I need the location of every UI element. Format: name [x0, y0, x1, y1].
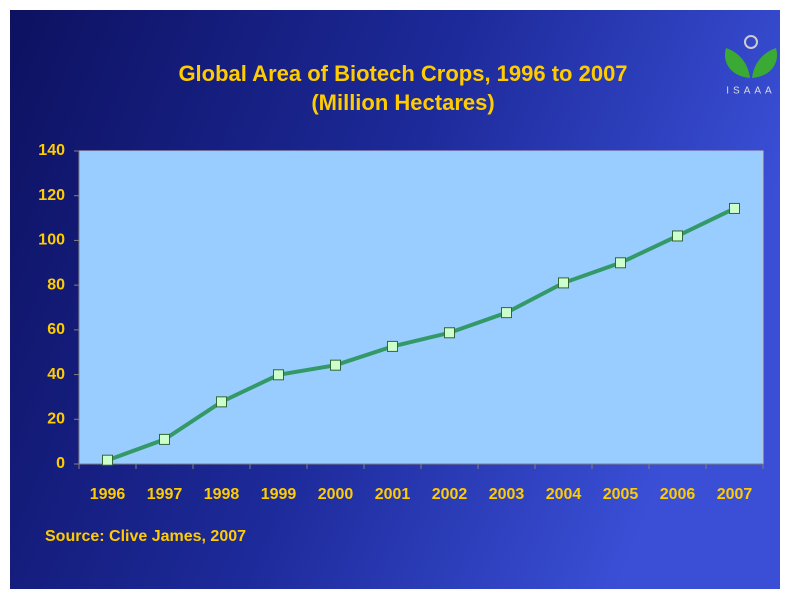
- x-tick-label: 1999: [261, 486, 297, 503]
- x-tick-label: 2004: [546, 486, 582, 503]
- chart-subtitle: (Million Hectares): [311, 90, 494, 115]
- y-tick-label: 100: [38, 232, 65, 249]
- x-tick-label: 1996: [90, 486, 126, 503]
- data-marker: [672, 230, 683, 242]
- x-tick-label: 1997: [147, 486, 183, 503]
- x-tick-label: 2005: [603, 486, 639, 503]
- x-tick-label: 2000: [318, 486, 354, 503]
- chart-title: Global Area of Biotech Crops, 1996 to 20…: [178, 61, 627, 86]
- data-marker: [444, 327, 455, 339]
- plot-area: [78, 150, 764, 465]
- x-tick-label: 1998: [204, 486, 240, 503]
- data-marker: [615, 257, 626, 269]
- data-marker: [273, 369, 284, 381]
- y-tick-label: 80: [47, 276, 65, 293]
- x-tick-label: 2002: [432, 486, 468, 503]
- data-marker: [102, 454, 113, 466]
- source-note: Source: Clive James, 2007: [45, 528, 246, 545]
- data-marker: [159, 433, 170, 445]
- data-marker: [729, 202, 740, 214]
- y-tick-label: 140: [38, 142, 65, 159]
- data-marker: [330, 359, 341, 371]
- data-line: [106, 206, 736, 463]
- y-tick-label: 60: [47, 321, 65, 338]
- x-tick-label: 2006: [660, 486, 696, 503]
- x-tick-label: 2001: [375, 486, 411, 503]
- data-marker: [216, 396, 227, 408]
- y-tick-label: 120: [38, 187, 65, 204]
- y-tick-label: 20: [47, 411, 65, 428]
- logo-icon: [725, 35, 777, 78]
- y-tick-label: 0: [56, 455, 65, 472]
- data-marker: [387, 340, 398, 352]
- data-marker: [558, 277, 569, 289]
- data-marker: [501, 307, 512, 319]
- x-tick-label: 2003: [489, 486, 525, 503]
- x-tick-label: 2007: [717, 486, 753, 503]
- logo-text: ISAAA: [726, 86, 775, 97]
- y-tick-label: 40: [47, 366, 65, 383]
